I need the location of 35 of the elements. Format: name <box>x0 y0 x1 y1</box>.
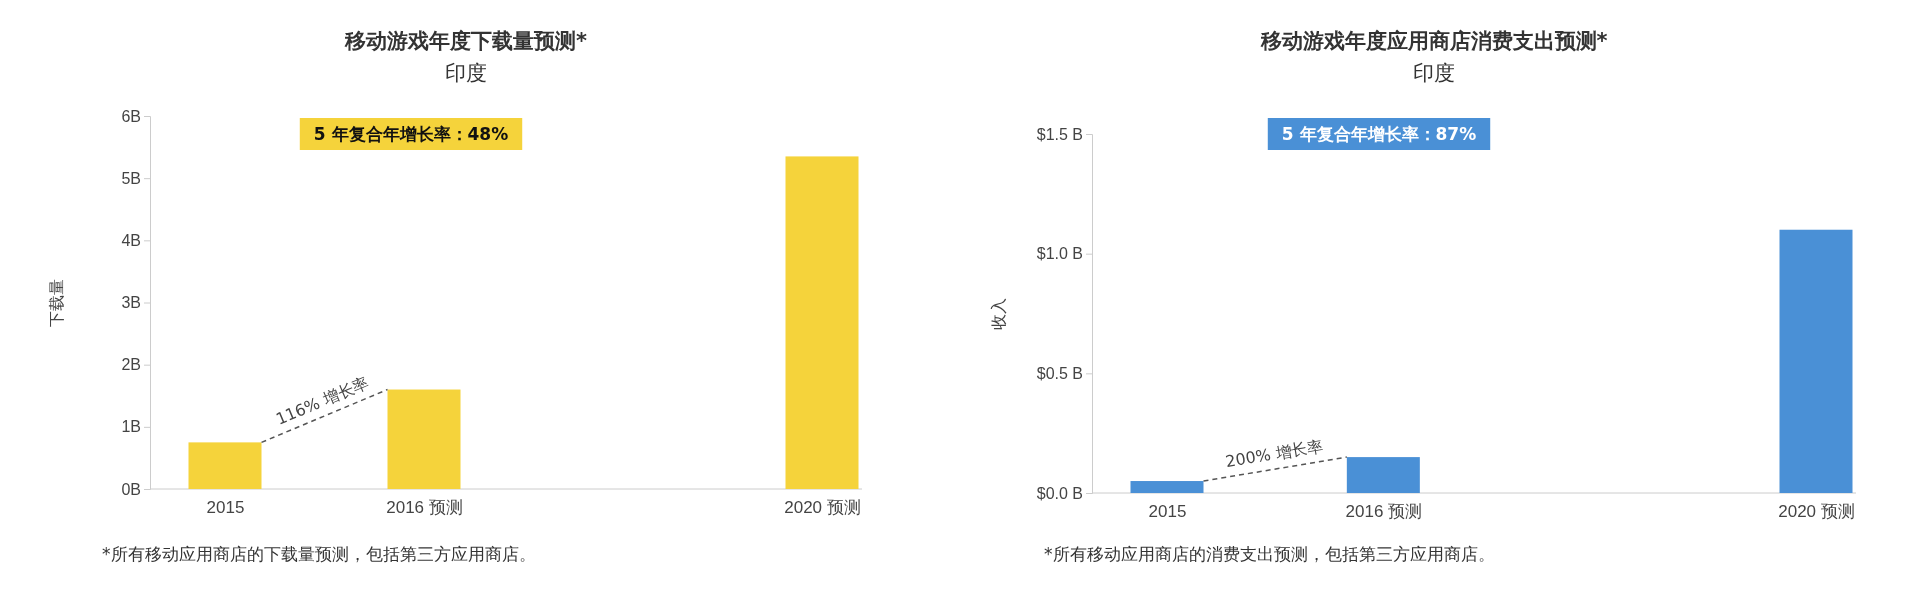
y-tick-label: $0.5 B <box>1036 364 1083 382</box>
y-axis-title: 收入 <box>989 297 1008 330</box>
x-tick-label: 2020 预测 <box>784 498 861 518</box>
x-tick-label: 2015 <box>206 498 245 518</box>
bar <box>1779 229 1853 493</box>
text: *所有移动应用商店的下载量预测，包括第三方应用商店。 <box>102 544 536 564</box>
x-tick-label: 2016 预测 <box>1345 502 1423 522</box>
y-tick-label: 0B <box>121 480 141 498</box>
bar <box>785 156 859 489</box>
y-tick-label: $0.0 B <box>1036 484 1083 502</box>
text: *所有移动应用商店的消费支出预测，包括第三方应用商店。 <box>1044 544 1495 564</box>
y-tick-label: 4B <box>121 231 141 249</box>
x-tick-label: 2015 <box>1148 502 1187 522</box>
bar <box>188 442 262 489</box>
y-tick-label: 3B <box>121 294 141 312</box>
chart-subtitle: 印度 <box>445 61 487 85</box>
y-tick-label: 6B <box>121 107 141 125</box>
chart-title: 移动游戏年度下载量预测* <box>344 29 588 53</box>
annotation: 200% 增长率 <box>1223 436 1325 472</box>
y-tick-label: $1.0 B <box>1036 245 1083 263</box>
annotation: 116% 增长率 <box>273 373 372 429</box>
annotation: 5 年复合年增长率：87% <box>1281 124 1477 144</box>
bar <box>1130 481 1204 493</box>
y-tick-label: 5B <box>121 169 141 187</box>
bar <box>387 389 461 489</box>
x-tick-label: 2016 预测 <box>386 498 463 518</box>
annotation: 5 年复合年增长率：48% <box>313 124 509 144</box>
x-tick-label: 2020 预测 <box>1778 502 1855 522</box>
bar <box>1346 457 1420 493</box>
chart-subtitle: 印度 <box>1413 61 1455 85</box>
y-tick-label: 2B <box>121 356 141 374</box>
y-tick-label: $1.5 B <box>1036 125 1083 143</box>
y-axis-title: 下载量 <box>47 278 66 327</box>
chart-title: 移动游戏年度应用商店消费支出预测* <box>1259 29 1608 53</box>
y-tick-label: 1B <box>121 418 141 436</box>
